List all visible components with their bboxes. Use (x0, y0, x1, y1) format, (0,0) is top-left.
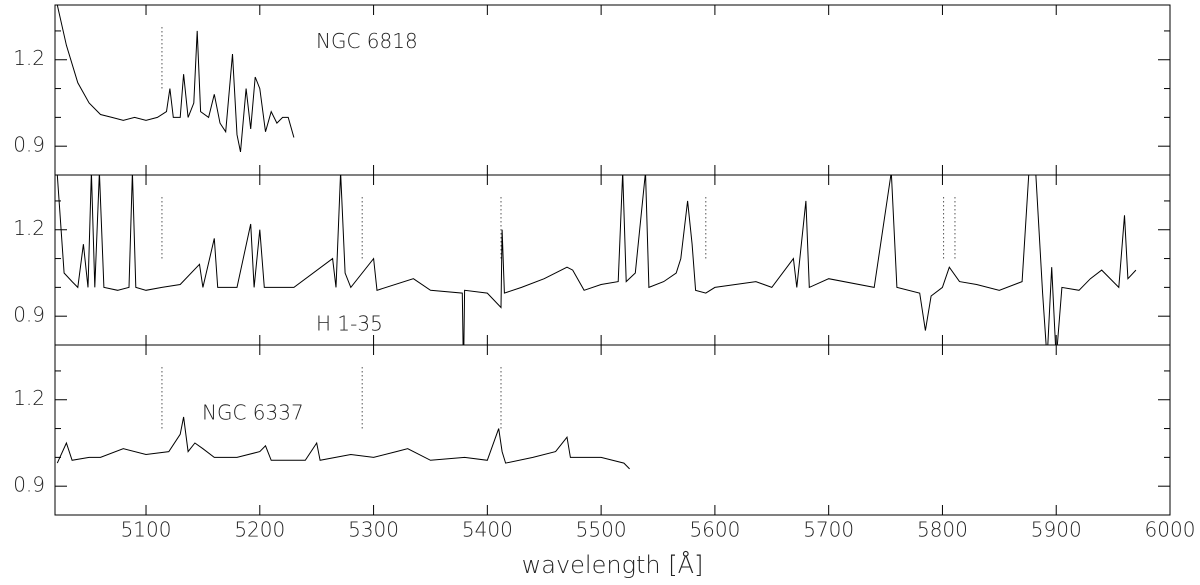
y-tick-label: 1.2 (13, 386, 45, 410)
annotation: H 1-35 (316, 311, 383, 335)
x-tick-label: 5400 (462, 518, 513, 542)
x-tick-label: 5700 (803, 518, 854, 542)
panel-frame (54, 4, 1171, 176)
x-tick-label: 5500 (576, 518, 627, 542)
x-axis-label: wavelength [Å] (522, 550, 704, 579)
x-tick-label: 5600 (689, 518, 740, 542)
y-tick-label: 1.2 (13, 46, 45, 70)
x-tick-label: 5200 (234, 518, 285, 542)
y-tick-label: 0.9 (13, 133, 45, 157)
panel-frame (54, 344, 1171, 516)
y-tick-label: 0.9 (13, 303, 45, 327)
x-tick-label: 5900 (1031, 518, 1082, 542)
spectrum (56, 416, 630, 470)
x-tick-label: 6000 (1145, 518, 1196, 542)
annotation: NGC 6818 (316, 29, 418, 53)
y-tick-label: 0.9 (13, 473, 45, 497)
x-tick-label: 5300 (348, 518, 399, 542)
panel-frame (54, 174, 1171, 346)
x-tick-label: 5800 (917, 518, 968, 542)
spectrum (56, 5, 295, 152)
x-tick-label: 5100 (121, 518, 172, 542)
spectrum (56, 175, 1137, 345)
annotation: NGC 6337 (202, 401, 304, 425)
y-tick-label: 1.2 (13, 216, 45, 240)
